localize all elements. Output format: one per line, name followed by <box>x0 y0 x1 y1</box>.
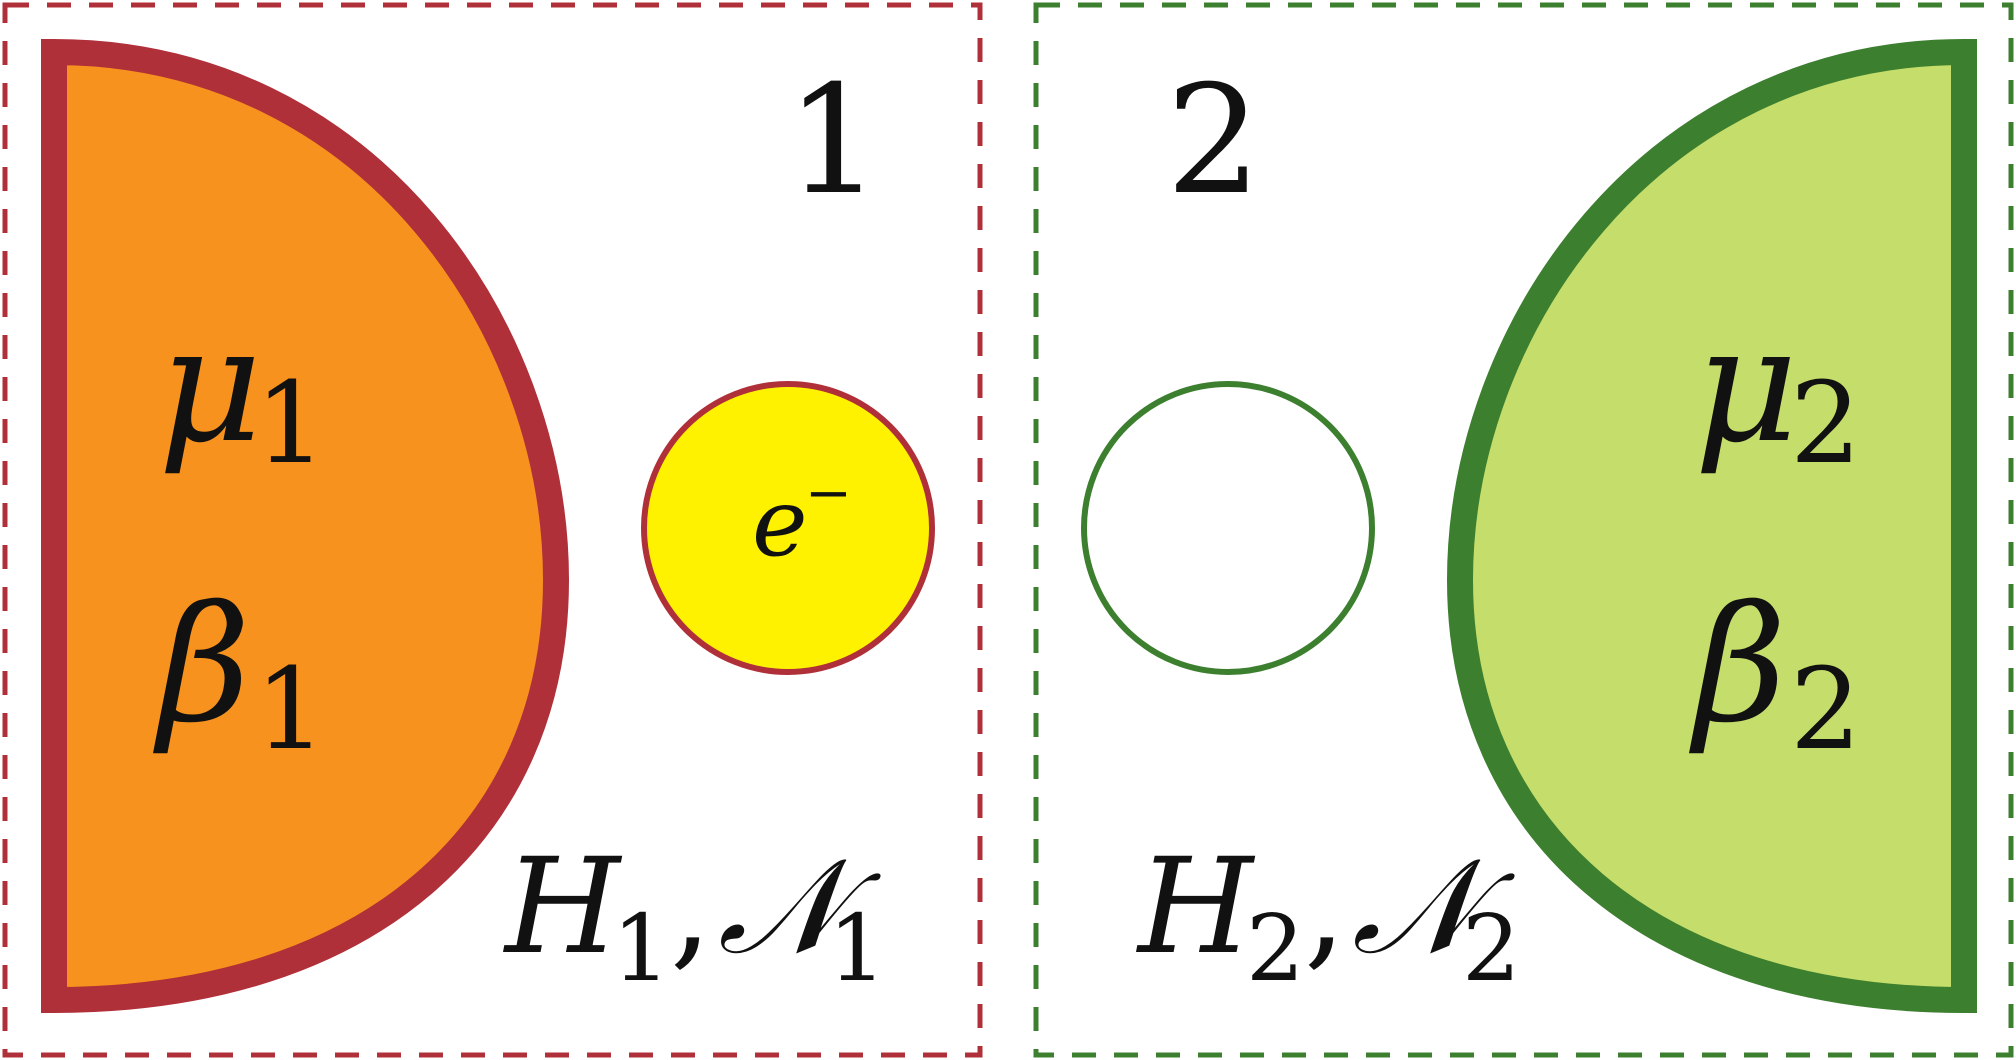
beta-1-subscript: 1 <box>255 645 326 775</box>
hamiltonian-1-subscript: 1 <box>612 895 671 1002</box>
mu-1-symbol: μ <box>158 291 262 478</box>
dot-2-empty <box>1081 381 1375 675</box>
electron-symbol: e <box>752 469 808 578</box>
dot-1-occupied-electron <box>641 381 935 675</box>
hamiltonian-2-symbol: H <box>1136 830 1256 984</box>
mu-2-symbol: μ <box>1694 291 1798 478</box>
electron-charge: − <box>805 461 852 526</box>
site-1-label: 1 <box>786 54 881 228</box>
right-reservoir <box>1446 38 1977 1014</box>
hamiltonian-2-subscript: 2 <box>1246 895 1305 1002</box>
beta-2-symbol: β <box>1689 571 1787 758</box>
left-reservoir <box>41 38 570 1014</box>
beta-2-subscript: 2 <box>1790 645 1861 775</box>
hamiltonian-1-symbol: H <box>503 830 623 984</box>
mu-2-subscript: 2 <box>1790 359 1861 489</box>
comma-1: , <box>670 830 712 984</box>
number-op-1-subscript: 1 <box>828 895 887 1002</box>
beta-1-symbol: β <box>153 571 251 758</box>
site-2-label: 2 <box>1166 54 1261 228</box>
number-op-2-subscript: 2 <box>1462 895 1521 1002</box>
comma-2: , <box>1304 830 1346 984</box>
mu-1-subscript: 1 <box>255 359 326 489</box>
